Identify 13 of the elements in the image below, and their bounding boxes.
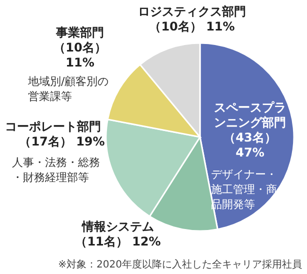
slice-label: 情報システム — [81, 219, 154, 234]
data-label: （43名） 47% — [224, 130, 276, 160]
data-label: （17名） 19% — [19, 134, 105, 148]
text: 地域別/顧客別の営業課等 — [27, 75, 109, 104]
text: 人事・法務・総務・財務経理部等 — [12, 156, 100, 184]
slice-label: ロジスティクス部門 — [138, 4, 246, 18]
data-label: （10名） 11% — [54, 40, 106, 70]
slice-label: 事業部門 — [55, 25, 104, 40]
data-label: （10名） 11% — [149, 19, 235, 34]
data-label: （11名） 12% — [75, 234, 161, 248]
slice-label: スペースプランニング部門 — [214, 100, 286, 130]
text: ※対象：2020年度以降に入社した全キャリア採用社員 — [58, 258, 302, 271]
slice-label: コーポレート部門 — [5, 119, 101, 134]
